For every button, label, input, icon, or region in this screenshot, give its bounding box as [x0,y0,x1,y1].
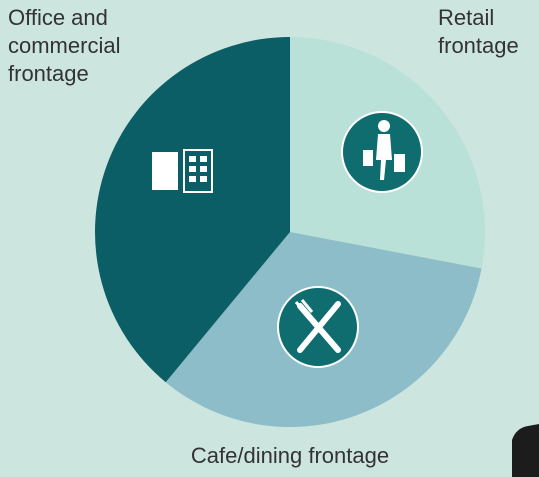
slice-label: Office and commercial frontage [8,5,121,86]
retail-icon [341,111,423,193]
pie-slice [94,37,290,383]
cafe-icon [277,286,359,368]
office-icon [152,149,213,193]
person-silhouette [512,424,539,477]
slice-label: Cafe/dining frontage [190,443,390,468]
slice-label: Retail frontage [438,5,519,58]
pie [94,37,485,428]
